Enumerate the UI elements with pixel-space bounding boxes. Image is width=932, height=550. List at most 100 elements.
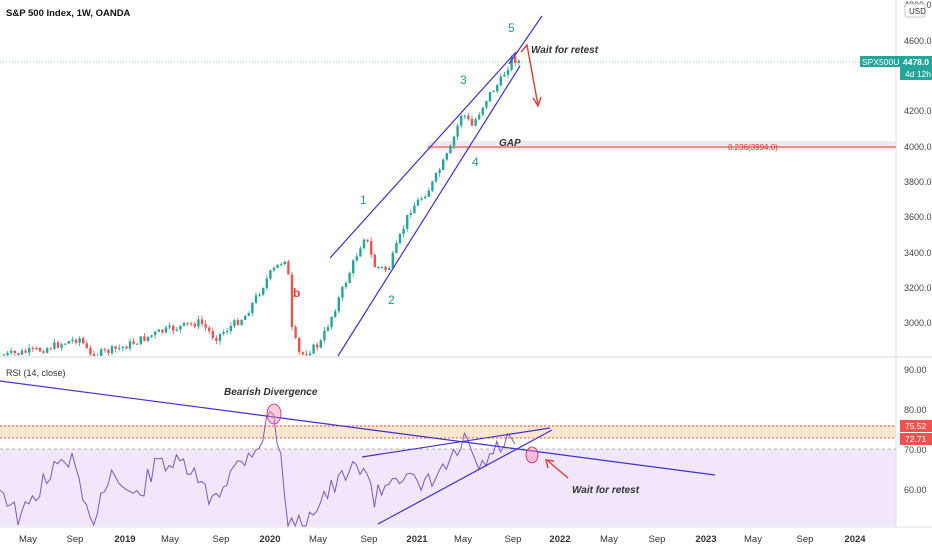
candle-body [168, 325, 171, 328]
candle-body [301, 352, 304, 355]
price-tag-countdown: 4d 12h [905, 69, 931, 79]
candle-body [384, 266, 387, 270]
candle-body [467, 115, 470, 120]
rsi-tag-a [900, 420, 932, 432]
candle-body [56, 342, 60, 348]
candle-body [380, 266, 384, 268]
candle-body [438, 170, 441, 174]
rsi-scale[interactable]: 90.00 80.00 70.00 60.00 [904, 365, 927, 495]
candle-body [276, 264, 279, 268]
candle-body [190, 323, 193, 325]
time-tick: Sep [505, 534, 522, 545]
wave-label-5: 5 [508, 21, 515, 35]
candle-body [125, 346, 128, 349]
candle-body [136, 343, 139, 345]
candle-body [49, 348, 52, 350]
candle-body [42, 351, 45, 353]
candle-body [316, 344, 319, 348]
candle-body [460, 115, 463, 126]
candle-body [449, 145, 452, 154]
candle-body [200, 319, 204, 325]
candle-body [269, 270, 272, 279]
candle-body [456, 125, 459, 137]
price-pane[interactable] [0, 0, 896, 356]
candle-body [265, 278, 268, 289]
candle-body [503, 74, 506, 77]
chart-title: S&P 500 Index, 1W, OANDA [6, 8, 131, 19]
candle-body [89, 348, 92, 355]
candle-body [132, 341, 135, 344]
candle-body [186, 322, 189, 324]
fib-label: 0.236(3994.0) [728, 143, 778, 152]
time-tick: May [454, 534, 472, 545]
candle-body [38, 348, 42, 352]
candle-body [118, 347, 121, 349]
channel-upper-line[interactable] [329, 51, 517, 259]
wedge-upper-line[interactable] [508, 15, 543, 65]
candle-body [17, 353, 20, 355]
candle-body [312, 344, 315, 354]
candle-body [283, 261, 286, 265]
time-tick: 2022 [549, 534, 570, 545]
candle-body [362, 239, 366, 249]
candle-body [67, 340, 70, 344]
time-tick: Sep [361, 534, 378, 545]
rsi-tick: 70.00 [904, 445, 927, 455]
rsi-trendline-down[interactable] [0, 380, 716, 476]
currency-label: USD [909, 7, 926, 16]
candle-body [100, 349, 103, 356]
candle-body [114, 346, 117, 349]
candle-body [197, 319, 200, 327]
rsi-tick: 60.00 [904, 485, 927, 495]
rsi-wedge-upper[interactable] [361, 427, 551, 458]
time-axis[interactable]: May Sep 2019 May Sep 2020 May Sep 2021 May Sep 2022… [19, 534, 866, 545]
candle-body [60, 344, 63, 348]
candle-body [35, 348, 38, 350]
channel-lower-line[interactable] [337, 65, 521, 357]
wave-label-2: 2 [388, 293, 395, 307]
candle-body [373, 254, 376, 268]
time-tick: Sep [67, 534, 84, 545]
rsi-line[interactable] [0, 410, 516, 528]
currency-box[interactable] [904, 3, 926, 18]
candlestick-series[interactable] [2, 53, 520, 356]
time-tick: May [19, 534, 37, 545]
candle-body [395, 243, 398, 253]
projection-arrow [520, 43, 539, 106]
candle-body [398, 233, 402, 244]
rsi-tick: 80.00 [904, 405, 927, 415]
candle-body [121, 346, 124, 348]
time-tick: Sep [649, 534, 666, 545]
candle-body [240, 319, 243, 326]
candle-body [143, 336, 146, 341]
price-tick: 4000.0 [904, 142, 932, 152]
candle-body [370, 241, 373, 255]
time-tick: May [600, 534, 618, 545]
symbol-tag-text: SPX500USD [862, 57, 911, 67]
candle-body [78, 338, 81, 343]
time-tick: 2024 [844, 534, 866, 545]
candle-body [226, 331, 229, 333]
candle-body [348, 273, 351, 284]
candle-body [107, 349, 110, 353]
candle-body [222, 332, 225, 334]
divergence-marker [266, 403, 282, 425]
price-tick: 3200.0 [904, 283, 932, 293]
candle-body [442, 159, 445, 171]
candle-body [290, 274, 294, 328]
candle-body [377, 266, 380, 268]
time-tick: 2020 [259, 534, 280, 545]
candle-body [366, 239, 369, 242]
rsi-wedge-lower[interactable] [377, 429, 553, 525]
arrow-head [532, 96, 542, 108]
price-tick: 4200.0 [904, 106, 932, 116]
candle-body [13, 350, 16, 354]
candle-body [492, 91, 495, 93]
price-scale[interactable]: 4800.04600.04400.04200.04000.03800.03600… [904, 0, 932, 328]
candle-body [359, 248, 362, 257]
rsi-band [0, 449, 896, 526]
candle-body [53, 342, 56, 349]
candle-body [294, 327, 297, 338]
wait-retest-bottom: Wait for retest [572, 485, 640, 496]
